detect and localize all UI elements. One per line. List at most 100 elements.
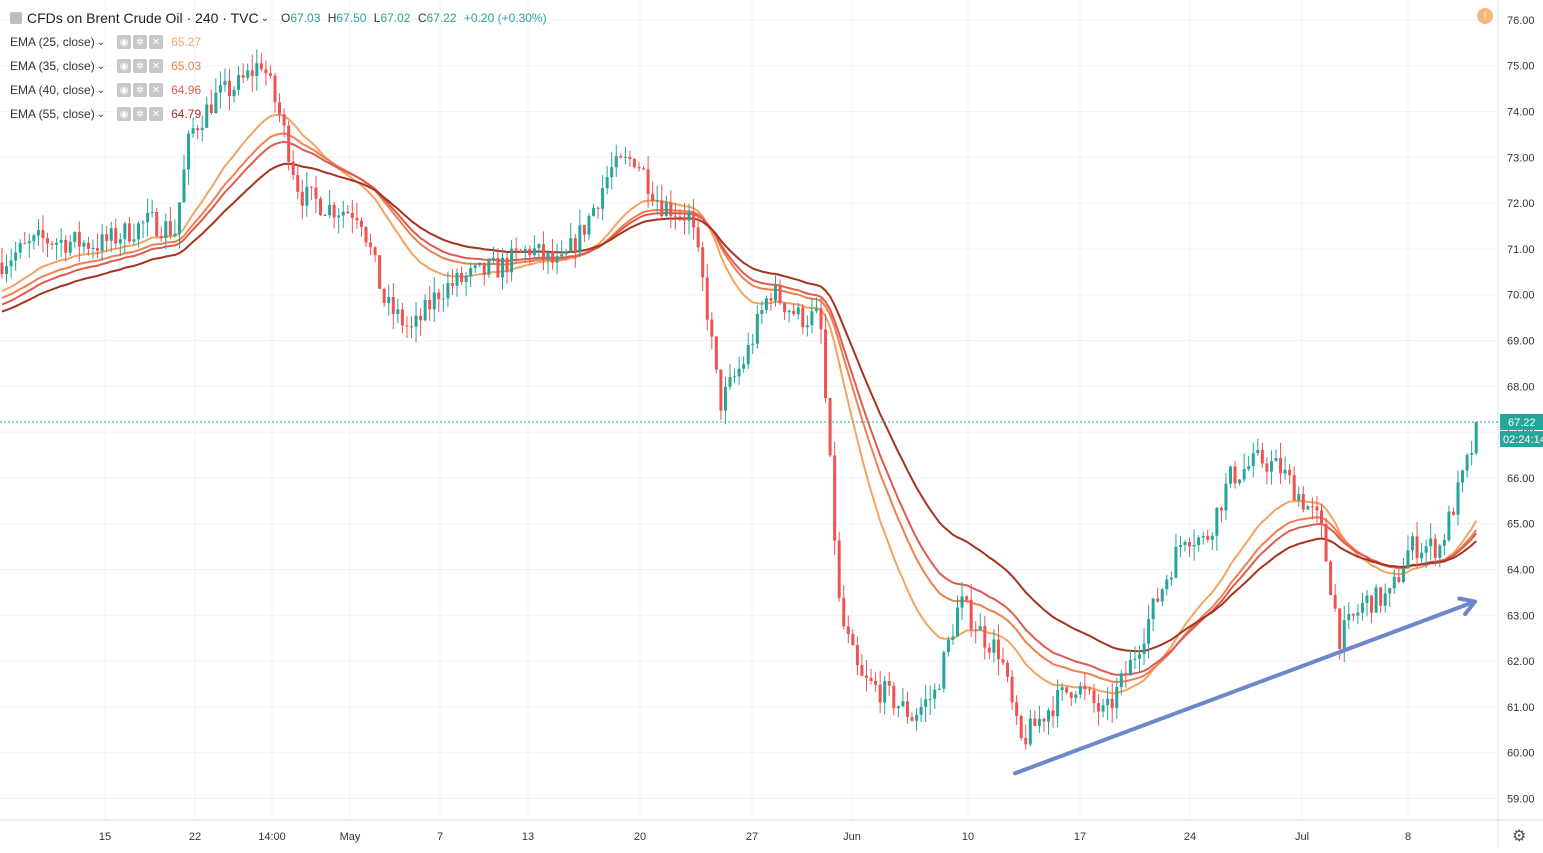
symbol-icon[interactable] xyxy=(10,12,22,24)
candle xyxy=(1420,542,1424,564)
candle xyxy=(1142,628,1146,665)
candle-body xyxy=(9,260,13,267)
candle-body xyxy=(628,156,632,159)
candle xyxy=(610,151,614,190)
candle xyxy=(1288,463,1292,484)
candle-body xyxy=(946,639,950,653)
candle-body xyxy=(282,114,286,126)
close-icon[interactable]: ✕ xyxy=(149,107,164,121)
candle-body xyxy=(319,198,322,215)
candle xyxy=(842,585,846,630)
gear-icon[interactable]: ✲ xyxy=(133,107,148,121)
candle-body xyxy=(1256,449,1260,454)
symbol-title[interactable]: CFDs on Brent Crude Oil · 240 · TVC xyxy=(27,10,259,26)
candle xyxy=(937,684,941,691)
candle-body xyxy=(510,248,514,273)
candle-body xyxy=(1078,685,1082,695)
trendline[interactable] xyxy=(1013,596,1477,776)
candle xyxy=(901,687,905,708)
candle-body xyxy=(36,229,40,236)
candle-body xyxy=(573,238,577,253)
y-tick-label: 63.00 xyxy=(1507,610,1535,622)
chevron-down-icon[interactable]: ⌄ xyxy=(96,60,106,72)
indicator-row[interactable]: EMA (25, close) ⌄ ◉ ✲ ✕ 65.27 xyxy=(6,30,551,54)
gear-icon[interactable]: ⚙ xyxy=(1512,828,1527,845)
candle xyxy=(555,243,559,275)
candle-body xyxy=(118,239,122,244)
candle xyxy=(1438,543,1442,568)
candle-body xyxy=(23,243,27,245)
y-tick-label: 62.00 xyxy=(1507,656,1535,668)
candle xyxy=(1056,679,1060,728)
candle-body xyxy=(1051,710,1055,717)
candle xyxy=(132,223,136,246)
candle xyxy=(346,204,350,214)
eye-icon[interactable]: ◉ xyxy=(117,35,132,49)
eye-icon[interactable]: ◉ xyxy=(117,83,132,97)
candle xyxy=(487,257,491,279)
candle xyxy=(1383,583,1387,613)
candle-body xyxy=(1320,510,1323,524)
candle xyxy=(965,595,969,603)
candle-body xyxy=(1219,507,1223,511)
indicator-name[interactable]: EMA (35, close) xyxy=(10,59,95,73)
candle xyxy=(341,200,345,228)
close-icon[interactable]: ✕ xyxy=(149,35,164,49)
candle xyxy=(974,621,978,644)
candle xyxy=(637,161,641,172)
candle-body xyxy=(1247,466,1251,470)
candle-body xyxy=(614,155,618,168)
candle xyxy=(987,643,991,660)
candle xyxy=(1351,613,1355,622)
candle-body xyxy=(801,307,805,328)
indicator-name[interactable]: EMA (55, close) xyxy=(10,107,95,121)
close-icon[interactable]: ✕ xyxy=(149,83,164,97)
candle-body xyxy=(541,244,545,260)
y-tick-label: 72.00 xyxy=(1507,198,1535,210)
candle xyxy=(951,624,955,645)
candle xyxy=(241,63,245,84)
candle-body xyxy=(1097,703,1101,712)
candle xyxy=(723,376,727,425)
candle-body xyxy=(687,211,691,221)
candle-body xyxy=(1215,507,1219,536)
eye-icon[interactable]: ◉ xyxy=(117,107,132,121)
close-icon[interactable]: ✕ xyxy=(149,59,164,73)
candle xyxy=(1215,507,1219,551)
candle xyxy=(878,670,882,713)
chevron-down-icon[interactable]: ⌄ xyxy=(96,108,106,120)
indicator-name[interactable]: EMA (25, close) xyxy=(10,35,95,49)
gear-icon[interactable]: ✲ xyxy=(133,83,148,97)
chevron-down-icon[interactable]: ⌄ xyxy=(96,36,106,48)
alert-icon[interactable]: ! xyxy=(1477,8,1493,24)
candle xyxy=(419,307,423,336)
candle xyxy=(378,255,382,290)
candle xyxy=(532,235,536,260)
indicator-row[interactable]: EMA (55, close) ⌄ ◉ ✲ ✕ 64.79 xyxy=(6,102,551,126)
candle-body xyxy=(810,311,814,326)
candle-body xyxy=(564,251,568,255)
indicator-row[interactable]: EMA (35, close) ⌄ ◉ ✲ ✕ 65.03 xyxy=(6,54,551,78)
candle-body xyxy=(883,680,887,703)
gear-icon[interactable]: ✲ xyxy=(133,35,148,49)
indicator-row[interactable]: EMA (40, close) ⌄ ◉ ✲ ✕ 64.96 xyxy=(6,78,551,102)
candle-body xyxy=(1283,469,1287,474)
candle-body xyxy=(933,689,937,699)
candle xyxy=(1329,559,1333,596)
gear-icon[interactable]: ✲ xyxy=(133,59,148,73)
candle xyxy=(678,209,682,222)
candle xyxy=(746,332,750,369)
candle xyxy=(1028,709,1032,747)
candle-body xyxy=(478,262,482,266)
candle xyxy=(787,309,791,323)
indicator-name[interactable]: EMA (40, close) xyxy=(10,83,95,97)
chevron-down-icon[interactable]: ⌄ xyxy=(260,12,269,24)
trendline-line xyxy=(1013,599,1477,776)
eye-icon[interactable]: ◉ xyxy=(117,59,132,73)
candle xyxy=(569,222,573,253)
candle xyxy=(1069,691,1073,707)
candle-body xyxy=(701,247,705,278)
chevron-down-icon[interactable]: ⌄ xyxy=(96,84,106,96)
